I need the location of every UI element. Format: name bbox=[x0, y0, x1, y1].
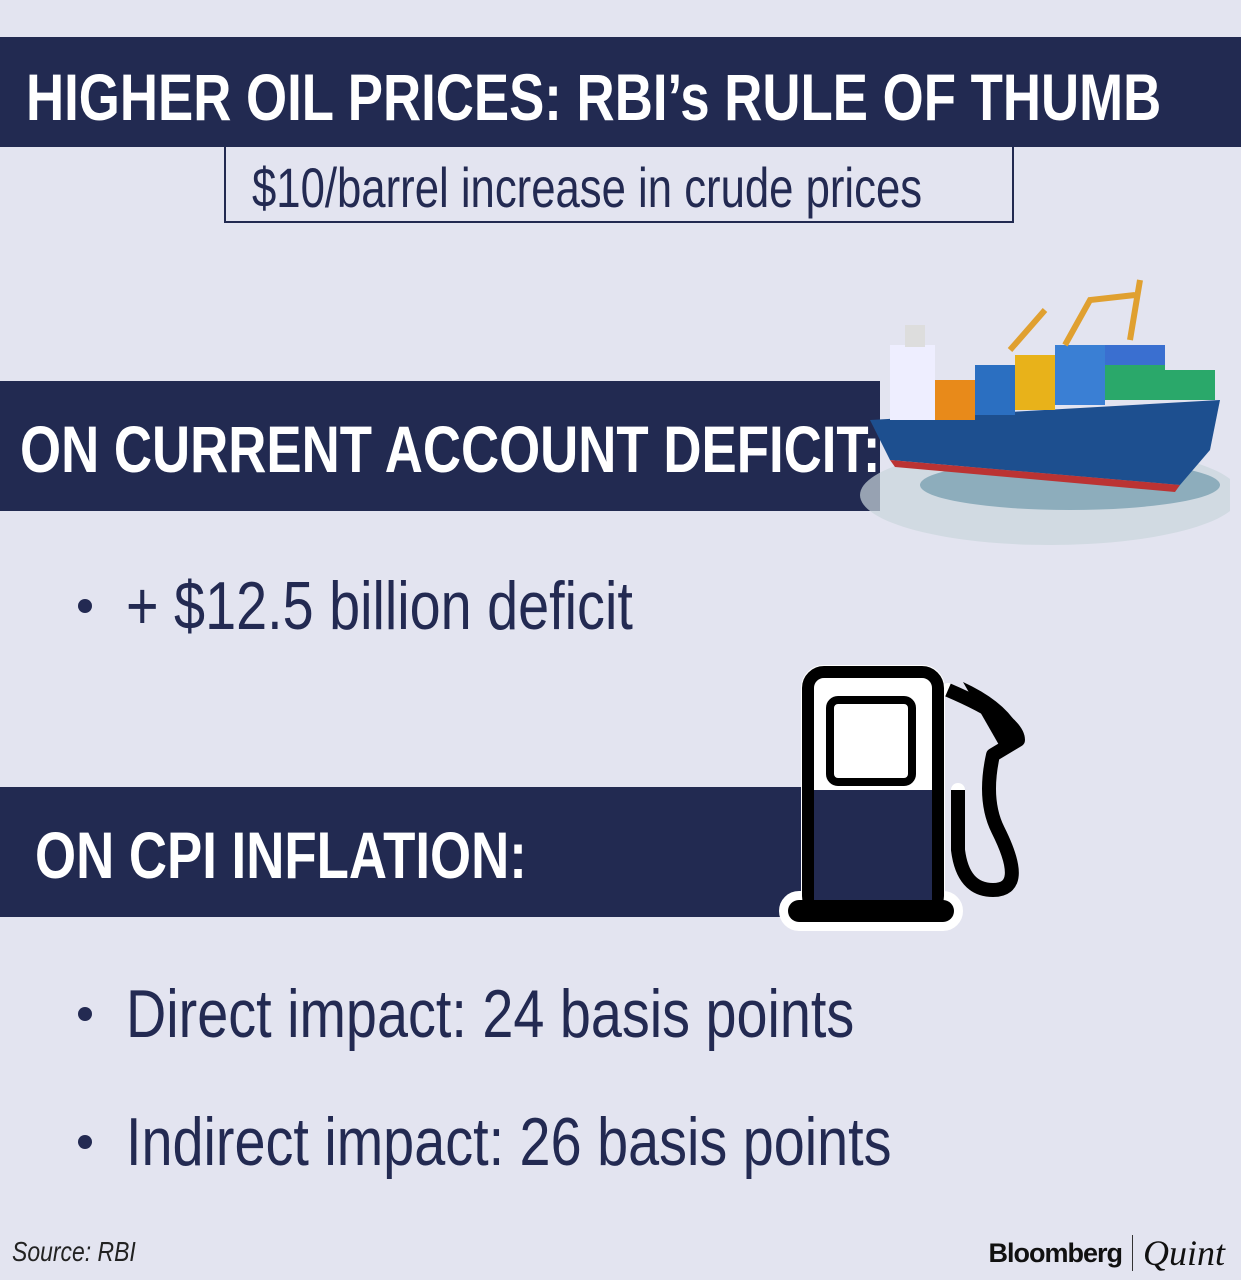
bullet-indirect-impact: Indirect impact: 26 basis points bbox=[78, 1098, 1060, 1181]
bloombergquint-logo: Bloomberg Quint bbox=[988, 1232, 1225, 1274]
bullet-cad-deficit: + $12.5 billion deficit bbox=[78, 562, 744, 645]
section-cpi-bar: ON CPI INFLATION: bbox=[0, 787, 810, 917]
fuel-pump-icon bbox=[779, 665, 1025, 931]
page-title: HIGHER OIL PRICES: RBI’s RULE OF THUMB bbox=[26, 60, 1162, 134]
bullet-text: + $12.5 billion deficit bbox=[126, 568, 633, 645]
section-cad-bar: ON CURRENT ACCOUNT DEFICIT: bbox=[0, 381, 880, 511]
bullet-text: Direct impact: 24 basis points bbox=[126, 976, 855, 1053]
bullet-text: Indirect impact: 26 basis points bbox=[126, 1104, 892, 1181]
logo-quint: Quint bbox=[1142, 1233, 1225, 1273]
source-note: Source: RBI bbox=[12, 1236, 136, 1267]
section-cad-title: ON CURRENT ACCOUNT DEFICIT: bbox=[20, 412, 881, 486]
title-bar: HIGHER OIL PRICES: RBI’s RULE OF THUMB bbox=[0, 37, 1241, 147]
bullet-dot bbox=[78, 1007, 92, 1022]
container-ship-icon bbox=[860, 279, 1230, 545]
logo-divider bbox=[1131, 1235, 1133, 1271]
bullet-direct-impact: Direct impact: 24 basis points bbox=[78, 970, 1014, 1053]
subtitle-box: $10/barrel increase in crude prices bbox=[224, 147, 1014, 223]
section-cpi-title: ON CPI INFLATION: bbox=[35, 818, 527, 892]
logo-bloomberg: Bloomberg bbox=[988, 1237, 1123, 1268]
bullet-dot bbox=[78, 599, 92, 614]
bullet-dot bbox=[78, 1135, 92, 1150]
subtitle: $10/barrel increase in crude prices bbox=[252, 156, 923, 219]
